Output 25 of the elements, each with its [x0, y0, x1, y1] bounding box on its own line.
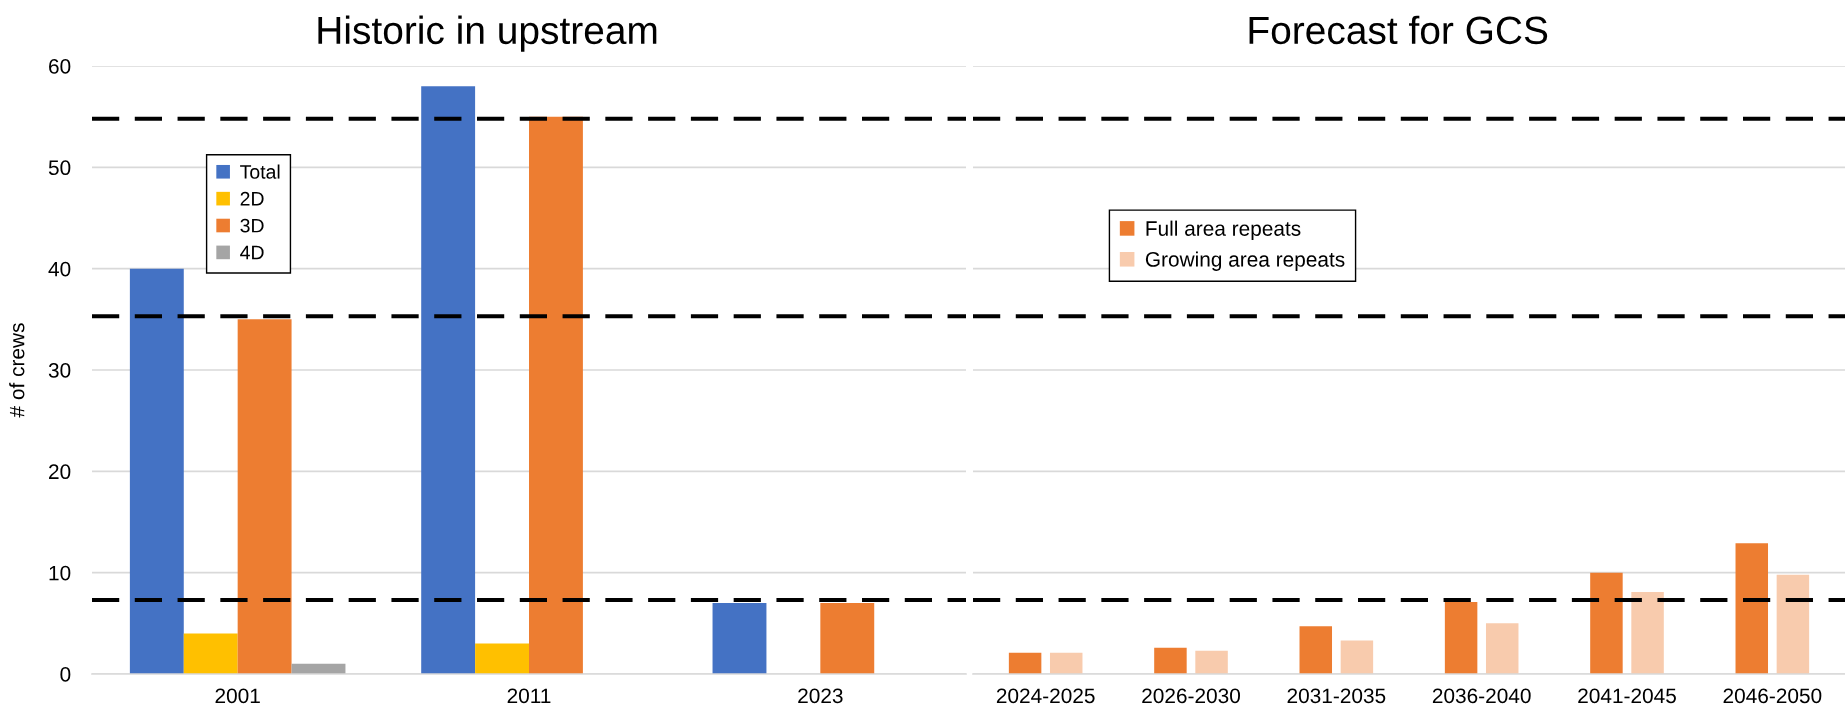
- y-tick-label: 60: [49, 59, 71, 74]
- y-tick-label: 40: [48, 261, 71, 277]
- x-tick-label: 2046-2050: [1723, 688, 1822, 704]
- y-tick-label: 20: [49, 464, 71, 480]
- x-tick-label: 2031-2035: [1287, 688, 1386, 704]
- y-axis-title: # of crews: [9, 323, 25, 418]
- y-tick-label: 0: [60, 667, 71, 682]
- x-tick-label: 2036-2040: [1432, 688, 1531, 704]
- chart-title: Forecast for GCS: [1249, 15, 1548, 45]
- x-tick-label: 2001: [215, 688, 260, 704]
- x-tick-label: 2026-2030: [1142, 688, 1241, 704]
- x-tick-label: 2041-2045: [1578, 688, 1676, 704]
- legend-label: 2D: [240, 191, 264, 206]
- y-tick-label: 50: [48, 160, 71, 176]
- legend-label: Total: [240, 164, 280, 179]
- chart-title: Historic in upstream: [318, 15, 657, 52]
- legend-label: Growing area repeats: [1145, 251, 1345, 271]
- x-tick-label: 2024-2025: [996, 688, 1095, 704]
- x-tick-label: 2011: [507, 688, 551, 704]
- legend-label: 3D: [240, 218, 264, 233]
- x-tick-label: 2023: [798, 688, 843, 704]
- legend-label: Full area repeats: [1146, 220, 1301, 241]
- y-tick-label: 30: [48, 363, 71, 378]
- y-tick-label: 10: [49, 565, 71, 581]
- legend-label: 4D: [240, 245, 264, 260]
